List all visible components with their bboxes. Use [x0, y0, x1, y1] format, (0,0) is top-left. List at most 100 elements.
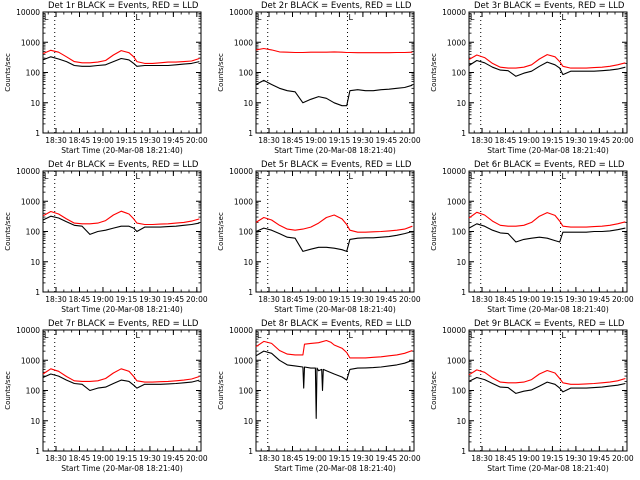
x-tick-label: 20:00	[186, 295, 208, 304]
x-tick-label: 19:45	[376, 295, 398, 304]
attenuator-marker: L	[562, 13, 567, 22]
y-tick-label: 1	[248, 288, 253, 297]
y-axis-label: Counts/sec	[430, 53, 438, 92]
x-tick-label: 19:00	[518, 295, 540, 304]
events-series-line	[468, 223, 626, 243]
y-tick-label: 1	[461, 129, 466, 138]
y-tick-label: 10	[243, 99, 253, 108]
lld-series-line	[468, 211, 626, 228]
x-tick-label: 20:00	[399, 136, 421, 145]
attenuator-marker: L	[470, 331, 475, 340]
x-tick-label: 20:00	[612, 295, 634, 304]
x-tick-label: 18:30	[258, 136, 280, 145]
x-tick-label: 19:30	[139, 295, 161, 304]
y-tick-label: 10000	[442, 326, 466, 335]
x-tick-label: 19:30	[352, 454, 374, 463]
panel-title: Det 9r BLACK = Events, RED = LLD	[474, 319, 625, 329]
y-tick-label: 1	[461, 447, 466, 456]
plot-frame	[42, 11, 202, 134]
x-tick-label: 19:45	[163, 454, 185, 463]
x-axis-label: Start Time (20-Mar-08 18:21:40)	[61, 146, 183, 155]
x-tick-label: 19:30	[565, 295, 587, 304]
y-tick-label: 10000	[16, 326, 40, 335]
y-tick-label: 1000	[21, 197, 40, 206]
x-tick-label: 19:30	[352, 136, 374, 145]
detector-panel: Det 5r BLACK = Events, RED = LLD 1 10 100 10…	[217, 160, 421, 314]
y-tick-label: 10000	[229, 326, 253, 335]
x-tick-label: 18:30	[45, 136, 67, 145]
y-tick-label: 1000	[447, 38, 466, 47]
attenuator-marker: L	[257, 13, 262, 22]
x-tick-label: 19:15	[329, 295, 351, 304]
x-tick-label: 19:00	[518, 454, 540, 463]
x-tick-label: 19:45	[376, 136, 398, 145]
x-tick-label: 19:15	[329, 136, 351, 145]
x-axis-label: Start Time (20-Mar-08 18:21:40)	[487, 146, 609, 155]
y-tick-label: 100	[26, 228, 41, 237]
y-tick-label: 10000	[16, 167, 40, 176]
x-tick-label: 18:45	[282, 295, 304, 304]
lld-series-line	[255, 47, 413, 54]
detector-panel: Det 9r BLACK = Events, RED = LLD 1 10 100 10…	[430, 319, 634, 473]
x-tick-label: 19:30	[139, 136, 161, 145]
detector-panel: Det 6r BLACK = Events, RED = LLD 1 10 100 10…	[430, 160, 634, 314]
x-tick-label: 20:00	[399, 295, 421, 304]
x-tick-label: 19:15	[116, 136, 138, 145]
y-axis-label: Counts/sec	[4, 212, 12, 251]
x-tick-label: 20:00	[186, 454, 208, 463]
y-tick-label: 1000	[447, 356, 466, 365]
y-tick-label: 1	[35, 447, 40, 456]
events-series-line	[42, 56, 200, 67]
y-tick-label: 100	[239, 69, 254, 78]
x-tick-label: 18:45	[495, 454, 517, 463]
x-tick-label: 20:00	[612, 136, 634, 145]
y-tick-label: 1000	[21, 356, 40, 365]
x-tick-label: 18:30	[258, 295, 280, 304]
x-axis-label: Start Time (20-Mar-08 18:21:40)	[274, 464, 396, 473]
y-tick-label: 100	[452, 228, 467, 237]
x-tick-label: 19:15	[542, 295, 564, 304]
x-tick-label: 19:00	[92, 136, 114, 145]
panel-title: Det 5r BLACK = Events, RED = LLD	[261, 160, 412, 170]
x-tick-label: 20:00	[612, 454, 634, 463]
y-tick-label: 100	[239, 228, 254, 237]
x-tick-label: 18:45	[282, 454, 304, 463]
y-tick-label: 100	[26, 69, 41, 78]
attenuator-marker: L	[470, 13, 475, 22]
x-tick-label: 19:15	[116, 295, 138, 304]
x-tick-label: 18:45	[69, 454, 91, 463]
panel-title: Det 4r BLACK = Events, RED = LLD	[48, 160, 199, 170]
x-tick-label: 19:00	[305, 136, 327, 145]
x-tick-label: 19:00	[92, 295, 114, 304]
plot-frame	[255, 329, 415, 452]
events-series-line	[42, 215, 200, 235]
x-tick-label: 19:00	[305, 454, 327, 463]
x-tick-label: 18:45	[495, 136, 517, 145]
lld-series-line	[468, 54, 626, 69]
x-axis-label: Start Time (20-Mar-08 18:21:40)	[61, 305, 183, 314]
panel-title: Det 3r BLACK = Events, RED = LLD	[474, 1, 625, 11]
x-tick-label: 18:45	[495, 295, 517, 304]
plot-frame	[255, 170, 415, 293]
y-axis-label: Counts/sec	[217, 371, 225, 410]
x-tick-label: 19:00	[92, 454, 114, 463]
attenuator-marker: L	[257, 331, 262, 340]
x-tick-label: 19:30	[352, 295, 374, 304]
x-tick-label: 18:30	[471, 136, 493, 145]
x-axis-label: Start Time (20-Mar-08 18:21:40)	[487, 464, 609, 473]
attenuator-marker: L	[562, 172, 567, 181]
y-tick-label: 1000	[447, 197, 466, 206]
y-tick-label: 1	[35, 288, 40, 297]
attenuator-marker: L	[136, 331, 141, 340]
y-tick-label: 100	[239, 387, 254, 396]
x-tick-label: 18:45	[69, 136, 91, 145]
lld-series-line	[42, 368, 200, 383]
detector-panel: Det 1r BLACK = Events, RED = LLD 1 10 100 10…	[4, 1, 208, 155]
x-tick-label: 18:45	[282, 136, 304, 145]
panel-title: Det 7r BLACK = Events, RED = LLD	[48, 319, 199, 329]
plot-frame	[255, 11, 415, 134]
y-axis-label: Counts/sec	[430, 371, 438, 410]
y-axis-label: Counts/sec	[430, 212, 438, 251]
x-tick-label: 19:15	[542, 454, 564, 463]
panel-title: Det 1r BLACK = Events, RED = LLD	[48, 1, 199, 11]
